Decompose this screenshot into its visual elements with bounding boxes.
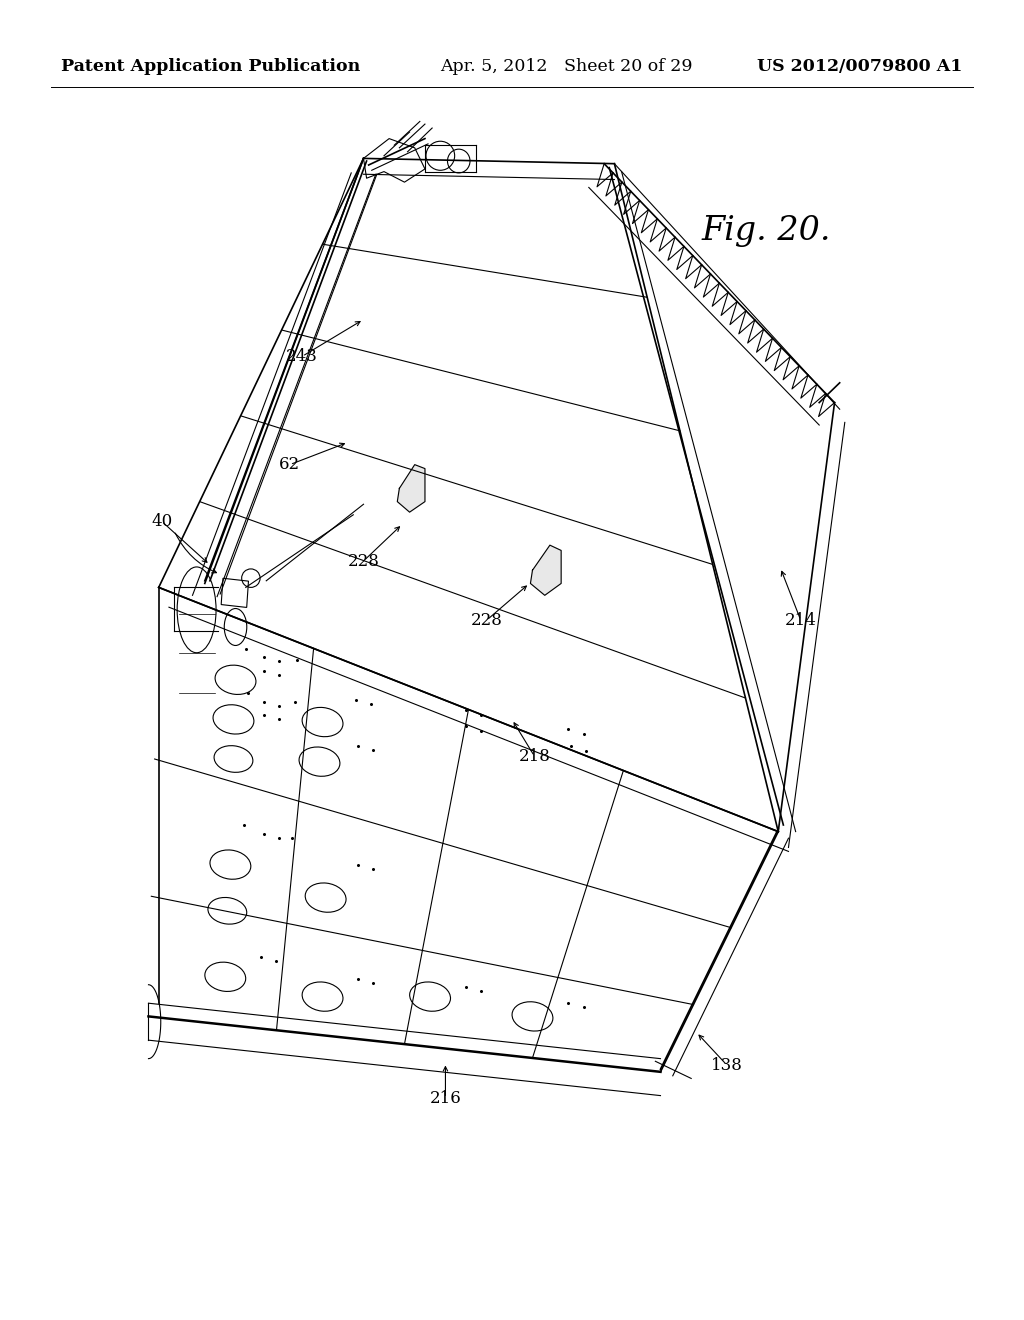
Text: 243: 243 [286, 348, 318, 364]
Text: 218: 218 [518, 748, 551, 764]
Text: US 2012/0079800 A1: US 2012/0079800 A1 [757, 58, 963, 75]
Text: Apr. 5, 2012   Sheet 20 of 29: Apr. 5, 2012 Sheet 20 of 29 [440, 58, 693, 75]
Text: 228: 228 [470, 612, 503, 628]
Bar [221, 578, 249, 607]
Text: 228: 228 [347, 553, 380, 569]
Text: Patent Application Publication: Patent Application Publication [61, 58, 360, 75]
Polygon shape [530, 545, 561, 595]
Text: 214: 214 [784, 612, 817, 628]
Text: 138: 138 [711, 1057, 743, 1073]
Polygon shape [397, 465, 425, 512]
Text: Fig. 20.: Fig. 20. [701, 215, 830, 247]
Text: 216: 216 [429, 1090, 462, 1106]
Text: 40: 40 [152, 513, 172, 529]
Text: 62: 62 [280, 457, 300, 473]
